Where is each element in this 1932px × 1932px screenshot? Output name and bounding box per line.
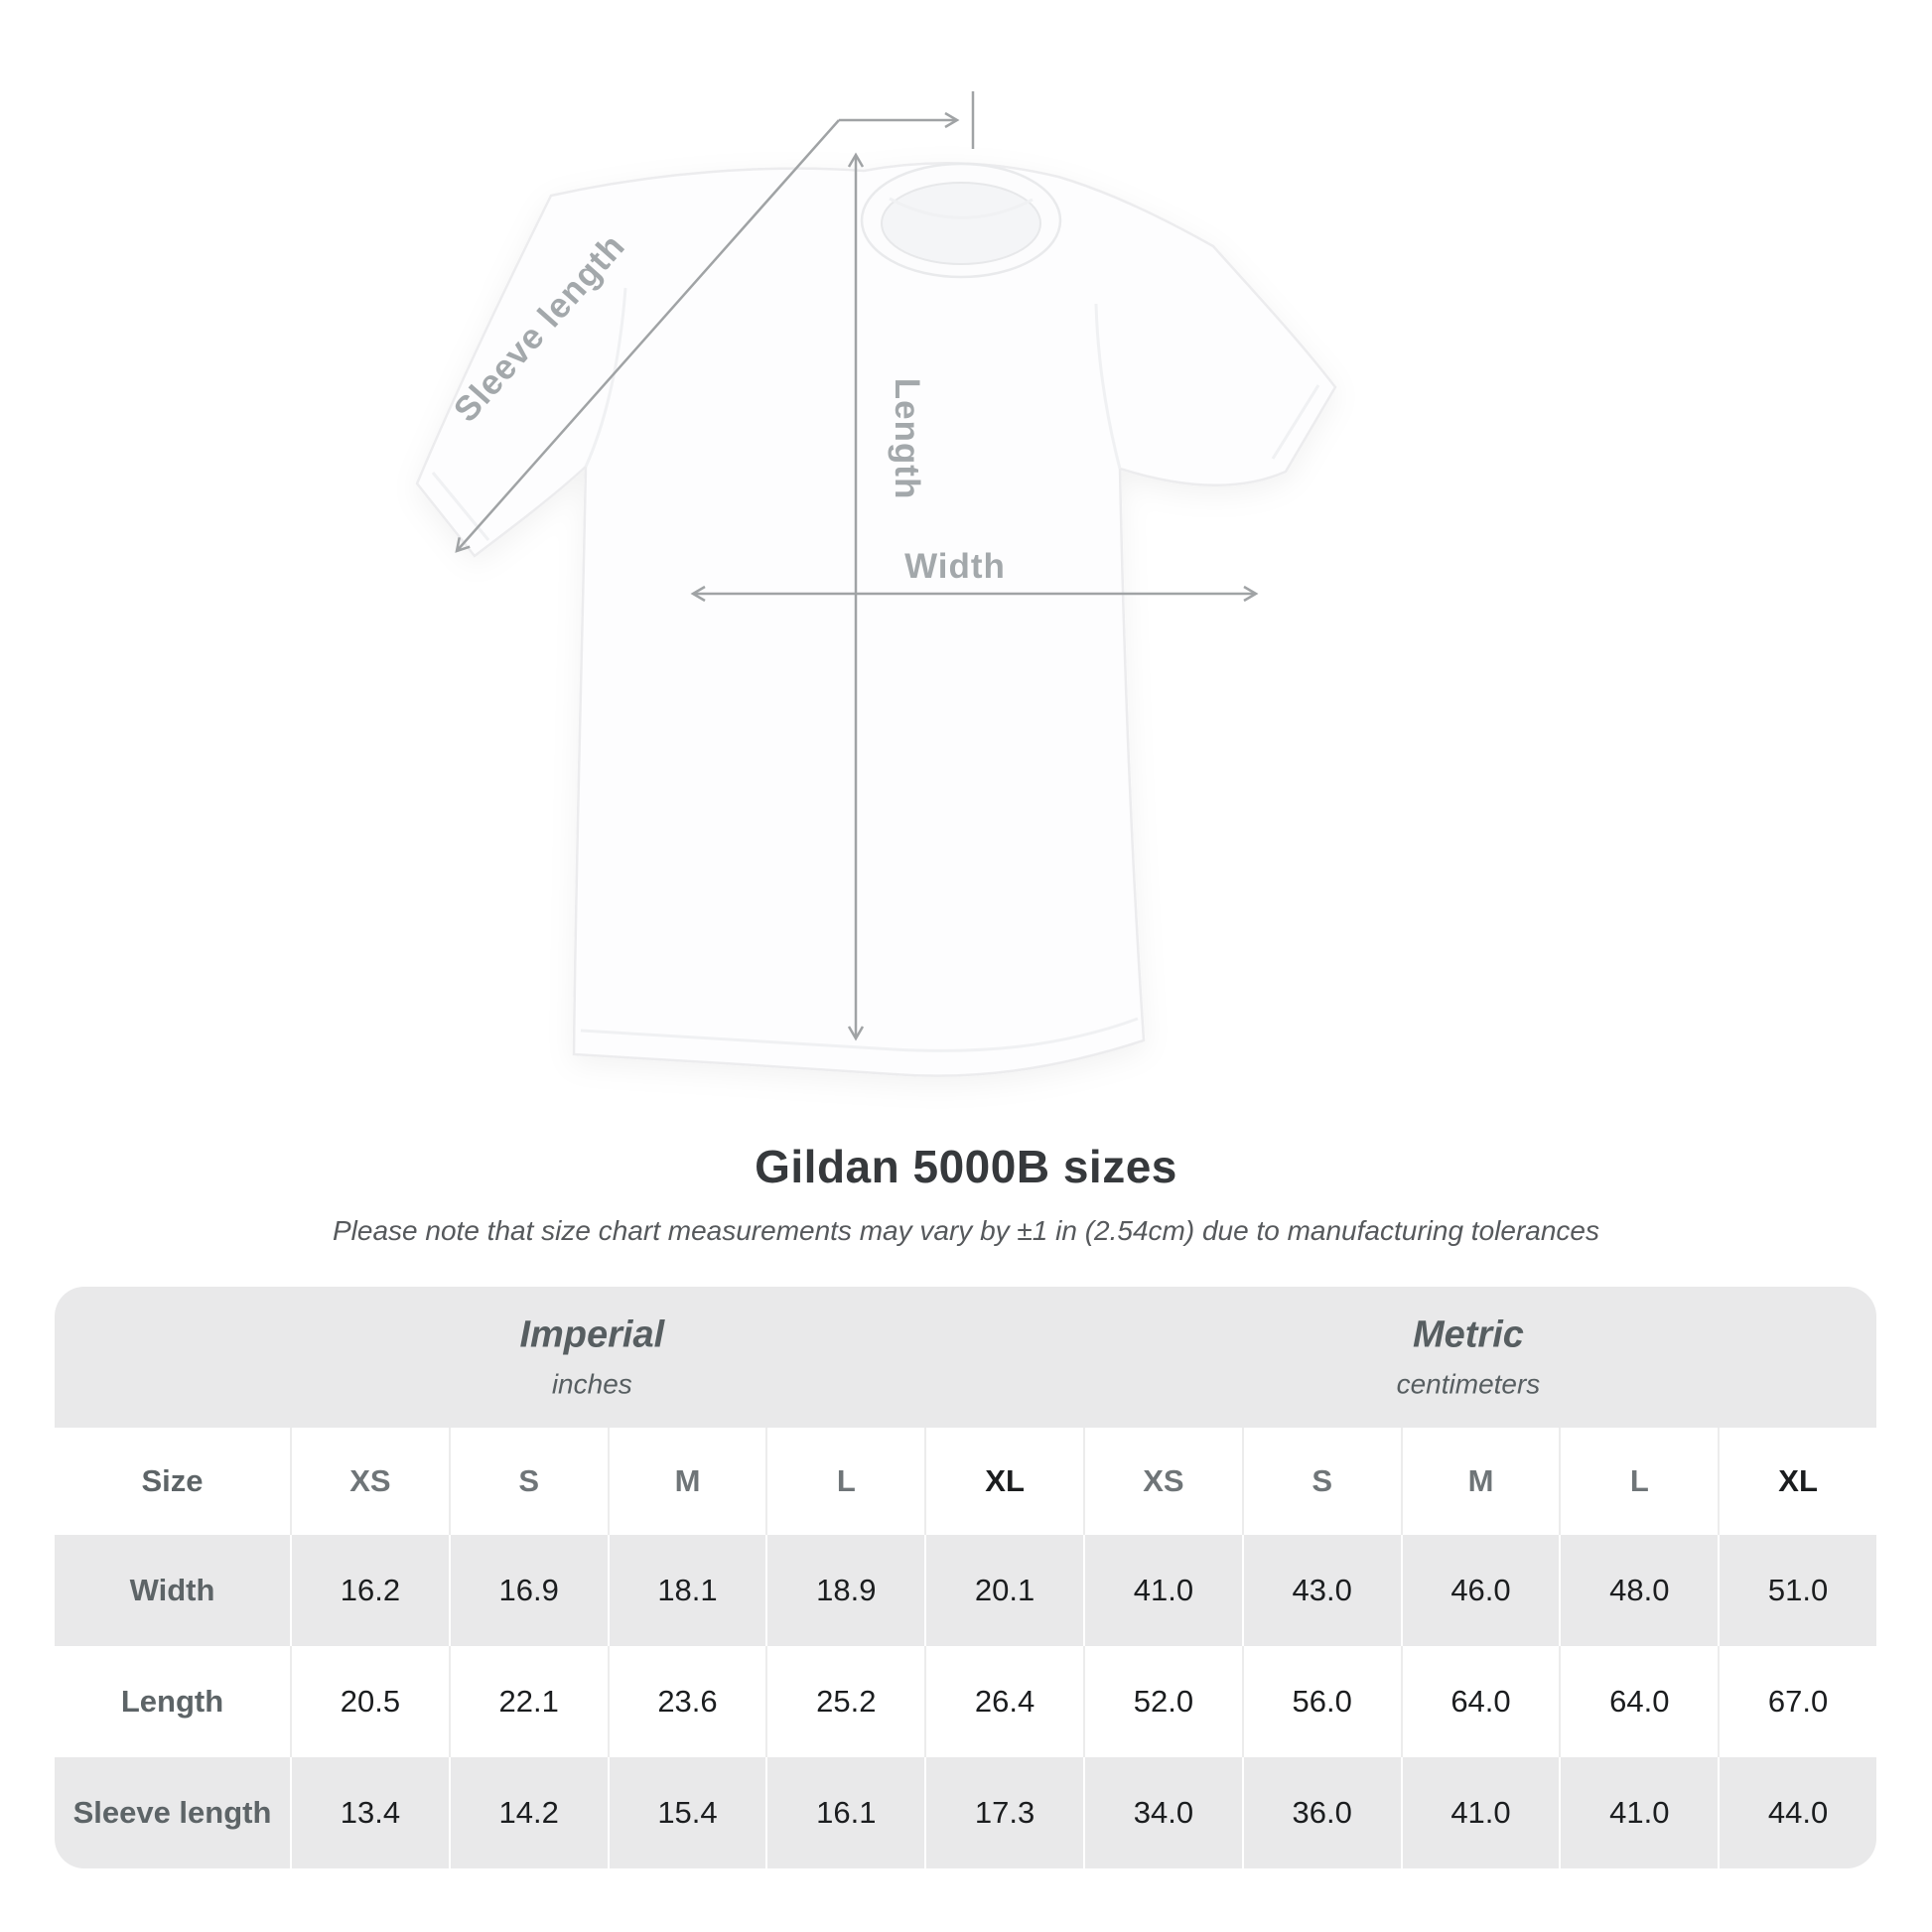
table-row-width: Width 16.2 16.9 18.1 18.9 20.1 41.0 43.0… xyxy=(55,1535,1876,1646)
width-metric-m: 46.0 xyxy=(1400,1535,1560,1646)
width-imperial-xl: 20.1 xyxy=(924,1535,1083,1646)
length-imperial-xl: 26.4 xyxy=(924,1646,1083,1757)
row-label-width: Width xyxy=(129,1573,215,1607)
sleeve-imperial-m: 15.4 xyxy=(607,1757,766,1868)
width-imperial-s: 16.9 xyxy=(448,1535,608,1646)
metric-heading: Metric xyxy=(1412,1313,1524,1356)
width-metric-xs: 41.0 xyxy=(1083,1535,1242,1646)
size-column-header: Size xyxy=(141,1463,204,1498)
length-metric-xl: 67.0 xyxy=(1718,1646,1876,1757)
sleeve-imperial-xs: 13.4 xyxy=(290,1757,449,1868)
length-imperial-l: 25.2 xyxy=(765,1646,924,1757)
sleeve-length-diagonal-line xyxy=(455,119,840,553)
width-imperial-l: 18.9 xyxy=(765,1535,924,1646)
tshirt-collar xyxy=(860,162,1062,279)
column-header-metric-l: L xyxy=(1559,1428,1718,1535)
metric-unit-label: centimeters xyxy=(1396,1368,1541,1400)
imperial-unit-label: inches xyxy=(551,1368,632,1400)
column-header-imperial-m: M xyxy=(607,1428,766,1535)
metric-unit-group: Metric centimeters xyxy=(1397,1314,1541,1401)
length-imperial-xs: 20.5 xyxy=(290,1646,449,1757)
imperial-heading: Imperial xyxy=(519,1313,665,1356)
column-header-imperial-l: L xyxy=(765,1428,924,1535)
length-metric-xs: 52.0 xyxy=(1083,1646,1242,1757)
length-imperial-m: 23.6 xyxy=(607,1646,766,1757)
column-header-metric-xs: XS xyxy=(1083,1428,1242,1535)
table-row-length: Length 20.5 22.1 23.6 25.2 26.4 52.0 56.… xyxy=(55,1646,1876,1757)
width-imperial-m: 18.1 xyxy=(607,1535,766,1646)
row-label-sleeve-length: Sleeve length xyxy=(72,1795,272,1830)
sleeve-metric-xl: 44.0 xyxy=(1718,1757,1876,1868)
sleeve-metric-xs: 34.0 xyxy=(1083,1757,1242,1868)
sleeve-metric-s: 36.0 xyxy=(1241,1757,1401,1868)
size-table: Imperial inches Metric centimeters Size … xyxy=(55,1287,1876,1868)
page-title: Gildan 5000B sizes xyxy=(755,1141,1177,1192)
width-imperial-xs: 16.2 xyxy=(290,1535,449,1646)
tshirt-graphic: Sleeve length Length Width xyxy=(415,91,1337,1077)
sleeve-metric-l: 41.0 xyxy=(1559,1757,1718,1868)
length-metric-m: 64.0 xyxy=(1400,1646,1560,1757)
column-header-imperial-xs: XS xyxy=(290,1428,449,1535)
column-header-imperial-xl: XL xyxy=(924,1428,1083,1535)
imperial-unit-group: Imperial inches xyxy=(519,1314,664,1401)
width-label: Width xyxy=(904,547,1006,586)
tshirt-silhouette xyxy=(415,162,1337,1077)
width-metric-l: 48.0 xyxy=(1559,1535,1718,1646)
size-chart-figure: Sleeve length Length Width xyxy=(338,69,1430,1122)
length-label: Length xyxy=(888,378,926,500)
size-header-row: Size XS S M L XL XS S M L XL xyxy=(55,1428,1876,1535)
length-metric-s: 56.0 xyxy=(1241,1646,1401,1757)
table-row-sleeve-length: Sleeve length 13.4 14.2 15.4 16.1 17.3 3… xyxy=(55,1757,1876,1868)
length-imperial-s: 22.1 xyxy=(448,1646,608,1757)
unit-header-band: Imperial inches Metric centimeters xyxy=(55,1287,1876,1428)
sleeve-imperial-xl: 17.3 xyxy=(924,1757,1083,1868)
length-metric-l: 64.0 xyxy=(1559,1646,1718,1757)
width-metric-s: 43.0 xyxy=(1241,1535,1401,1646)
row-label-length: Length xyxy=(120,1684,224,1719)
column-header-metric-s: S xyxy=(1241,1428,1401,1535)
column-header-imperial-s: S xyxy=(448,1428,608,1535)
sleeve-metric-m: 41.0 xyxy=(1400,1757,1560,1868)
column-header-metric-xl: XL xyxy=(1718,1428,1876,1535)
column-header-metric-m: M xyxy=(1400,1428,1560,1535)
sleeve-imperial-s: 14.2 xyxy=(448,1757,608,1868)
sleeve-imperial-l: 16.1 xyxy=(765,1757,924,1868)
tolerance-note: Please note that size chart measurements… xyxy=(333,1215,1599,1246)
width-metric-xl: 51.0 xyxy=(1718,1535,1876,1646)
